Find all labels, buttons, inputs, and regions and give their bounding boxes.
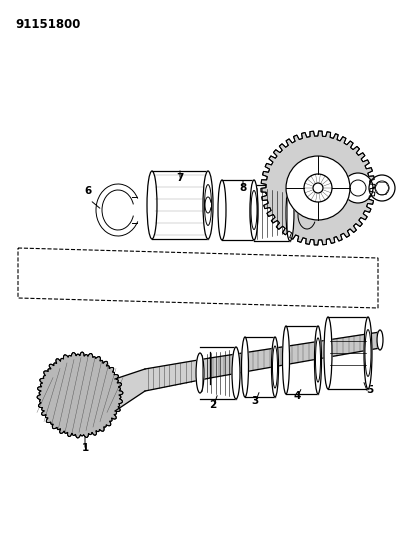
Text: 4: 4 bbox=[293, 391, 301, 401]
Circle shape bbox=[369, 175, 395, 201]
Ellipse shape bbox=[364, 317, 372, 389]
Text: 6: 6 bbox=[85, 186, 92, 196]
Ellipse shape bbox=[147, 171, 157, 239]
Ellipse shape bbox=[218, 180, 226, 240]
Ellipse shape bbox=[377, 330, 383, 350]
Ellipse shape bbox=[250, 191, 258, 235]
Text: 5: 5 bbox=[366, 385, 374, 395]
Ellipse shape bbox=[196, 353, 204, 393]
Text: 12: 12 bbox=[351, 173, 365, 183]
Text: 2: 2 bbox=[209, 400, 217, 410]
Ellipse shape bbox=[272, 337, 279, 397]
Ellipse shape bbox=[286, 185, 294, 241]
Text: 11: 11 bbox=[311, 141, 325, 151]
Circle shape bbox=[286, 156, 350, 220]
Text: 8: 8 bbox=[239, 183, 247, 193]
Text: 3: 3 bbox=[251, 396, 258, 406]
Ellipse shape bbox=[250, 180, 258, 240]
Text: 7: 7 bbox=[176, 173, 184, 183]
Polygon shape bbox=[210, 332, 380, 378]
Polygon shape bbox=[261, 131, 375, 245]
Ellipse shape bbox=[232, 347, 240, 399]
Circle shape bbox=[343, 173, 373, 203]
Text: 13: 13 bbox=[375, 176, 389, 186]
Circle shape bbox=[304, 174, 332, 202]
Text: 1: 1 bbox=[81, 443, 89, 453]
Circle shape bbox=[313, 183, 323, 193]
Ellipse shape bbox=[324, 317, 332, 389]
Polygon shape bbox=[37, 352, 123, 438]
Polygon shape bbox=[115, 369, 145, 411]
Ellipse shape bbox=[283, 326, 289, 394]
Text: 10: 10 bbox=[303, 200, 317, 210]
Ellipse shape bbox=[314, 326, 322, 394]
Ellipse shape bbox=[204, 184, 212, 225]
Ellipse shape bbox=[203, 171, 213, 239]
Polygon shape bbox=[145, 358, 210, 391]
Text: 91151800: 91151800 bbox=[15, 18, 80, 31]
Ellipse shape bbox=[241, 337, 249, 397]
Text: 9: 9 bbox=[264, 186, 271, 196]
